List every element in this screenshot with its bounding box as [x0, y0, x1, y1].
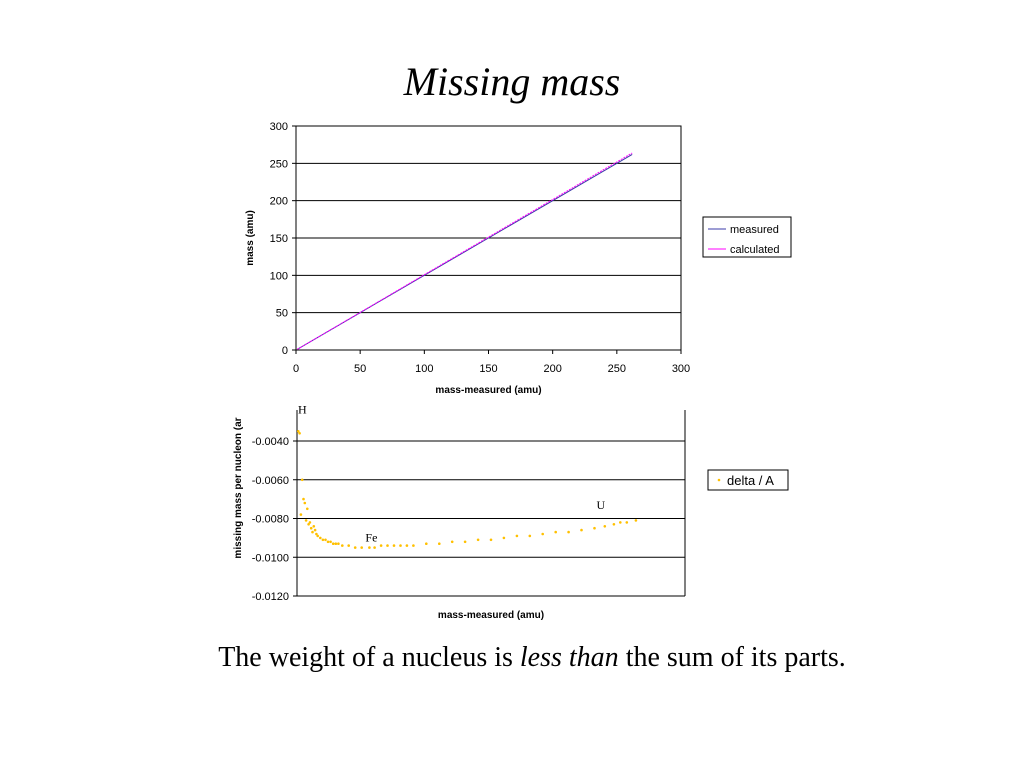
data-point	[489, 538, 493, 542]
data-point	[334, 542, 338, 545]
data-point	[554, 530, 557, 534]
data-point	[313, 528, 317, 532]
data-point	[360, 546, 364, 549]
data-point	[297, 430, 300, 433]
data-point	[337, 542, 340, 545]
x-tick-label: 250	[608, 363, 626, 375]
data-point	[319, 536, 322, 540]
mass-chart: 0 50 100 150 200 250 300 0 50 100 150 200 250 300 mass…	[245, 121, 792, 396]
data-point	[502, 536, 506, 540]
data-point	[593, 526, 596, 530]
y-axis-label: mass (amu)	[245, 210, 256, 266]
x-axis-label: mass-measured (amu)	[435, 385, 541, 396]
data-point	[312, 525, 316, 528]
caption-post: the sum of its parts.	[618, 642, 846, 673]
y-tick-label: -0.0120	[252, 591, 289, 603]
missing-mass-chart: -0.0040 -0.0060 -0.0080 -0.0100 -0.0120 H Fe Um…	[233, 403, 789, 621]
data-point	[311, 530, 314, 534]
data-point	[463, 540, 467, 544]
series-line-calculated	[297, 152, 633, 350]
caption-emphasis: less than	[519, 642, 619, 673]
legend: measured calculated	[702, 216, 792, 258]
data-point	[567, 530, 570, 534]
x-tick-label: 150	[479, 363, 497, 375]
data-point	[299, 513, 303, 516]
data-point	[386, 544, 389, 547]
y-tick-label: 150	[270, 233, 288, 245]
data-point	[347, 544, 351, 547]
legend: delta / A	[707, 469, 789, 491]
legend-label-calculated: calculated	[730, 244, 780, 256]
data-point	[368, 546, 371, 549]
data-point	[625, 521, 629, 524]
data-point	[373, 546, 376, 549]
x-tick-label: 100	[415, 363, 433, 375]
data-point	[412, 544, 415, 547]
data-point	[306, 507, 309, 511]
plot-area	[297, 410, 685, 596]
y-tick-label: -0.0060	[252, 475, 289, 487]
data-point	[580, 528, 583, 532]
data-point	[316, 534, 320, 538]
data-point	[309, 526, 313, 530]
y-tick-label: 200	[270, 196, 288, 208]
x-tick-label: 50	[354, 363, 366, 375]
data-point	[315, 532, 318, 536]
data-point	[619, 521, 622, 524]
y-tick-label: 100	[270, 270, 288, 282]
data-point	[331, 542, 335, 545]
y-tick-label: 250	[270, 158, 288, 170]
data-point	[405, 544, 409, 547]
legend-label-measured: measured	[730, 224, 779, 236]
annotation-U: U	[596, 498, 605, 512]
data-point	[324, 538, 327, 542]
x-tick-label: 300	[672, 363, 690, 375]
data-point	[300, 478, 304, 482]
page-title: Missing mass	[403, 59, 621, 104]
data-point	[603, 525, 607, 528]
data-point	[541, 532, 544, 536]
y-tick-label: 0	[282, 345, 288, 357]
caption-pre: The weight of a nucleus is	[218, 642, 520, 673]
data-point	[438, 542, 441, 545]
data-point	[379, 544, 383, 547]
data-point	[307, 523, 310, 526]
legend-swatch-delta	[717, 478, 721, 482]
data-point	[425, 542, 428, 545]
data-point	[304, 519, 308, 522]
y-tick-label: 50	[276, 308, 288, 320]
slide-caption: The weight of a nucleus is less than the…	[0, 642, 1024, 674]
data-point	[341, 544, 344, 547]
y-tick-label: -0.0080	[252, 514, 289, 526]
data-point	[326, 540, 330, 544]
data-point	[634, 519, 638, 522]
data-point	[353, 546, 357, 549]
data-point	[612, 523, 616, 526]
x-axis-label: mass-measured (amu)	[438, 610, 544, 621]
data-point	[298, 432, 301, 435]
data-point	[450, 540, 454, 544]
x-tick-label: 0	[293, 363, 299, 375]
data-point	[399, 544, 402, 547]
data-point	[303, 501, 307, 505]
legend-box	[702, 216, 792, 258]
legend-label-delta: delta / A	[727, 473, 774, 488]
data-point	[476, 538, 480, 542]
data-point	[528, 534, 532, 538]
annotation-H: H	[298, 403, 307, 417]
x-tick-label: 200	[543, 363, 561, 375]
annotation-Fe: Fe	[365, 531, 377, 545]
legend-box	[707, 469, 789, 491]
data-point	[392, 544, 396, 547]
data-point	[302, 497, 305, 501]
data-point	[321, 538, 325, 542]
y-tick-label: -0.0040	[252, 436, 289, 448]
y-tick-label: 300	[270, 121, 288, 133]
data-point	[308, 521, 312, 524]
data-point	[515, 534, 519, 538]
y-axis-label: missing mass per nucleon (ar	[233, 417, 244, 558]
data-point	[329, 540, 332, 544]
y-tick-label: -0.0100	[252, 552, 289, 564]
